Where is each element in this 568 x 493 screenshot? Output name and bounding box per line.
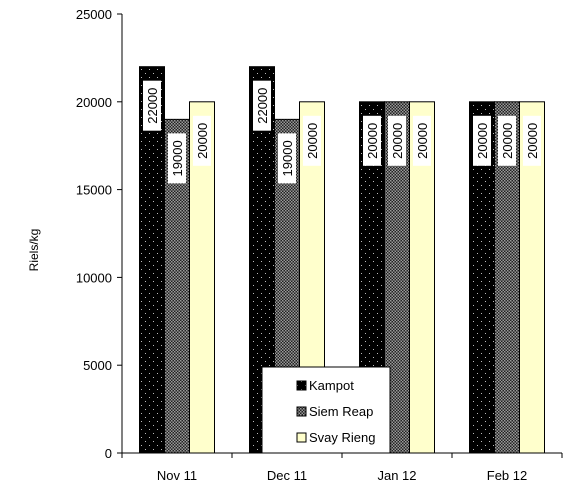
data-label-box bbox=[363, 115, 381, 166]
legend-label: Siem Reap bbox=[309, 404, 373, 419]
data-label: 20000 bbox=[195, 123, 210, 159]
data-label: 20000 bbox=[305, 123, 320, 159]
y-tick-label: 0 bbox=[105, 446, 112, 461]
data-label: 19000 bbox=[280, 140, 295, 176]
y-tick-label: 20000 bbox=[76, 95, 112, 110]
legend-label: Kampot bbox=[309, 378, 354, 393]
x-tick-label: Nov 11 bbox=[157, 468, 197, 483]
data-label-box bbox=[168, 133, 186, 184]
data-label-box bbox=[278, 133, 296, 184]
y-axis: 0 5000 10000 15000 20000 25000 bbox=[76, 7, 123, 461]
data-label: 19000 bbox=[170, 140, 185, 176]
y-tick-label: 10000 bbox=[76, 270, 112, 285]
x-tick-label: Feb 12 bbox=[487, 468, 527, 483]
data-label-box bbox=[193, 115, 211, 166]
data-label: 20000 bbox=[415, 123, 430, 159]
legend-box bbox=[261, 366, 391, 454]
data-label: 20000 bbox=[500, 123, 515, 159]
y-axis-title: Riels/kg bbox=[27, 229, 41, 272]
legend-swatch bbox=[296, 380, 307, 391]
data-label: 22000 bbox=[145, 88, 160, 124]
legend-swatch bbox=[296, 432, 307, 443]
data-label-box bbox=[253, 80, 271, 131]
y-tick-label: 5000 bbox=[83, 358, 112, 373]
data-labels: 22000 19000 20000 22000 19000 20000 20000 20000… bbox=[143, 80, 541, 184]
data-label: 22000 bbox=[255, 88, 270, 124]
legend: Kampot Siem Reap Svay Rieng bbox=[261, 366, 391, 454]
y-tick-label: 25000 bbox=[76, 7, 112, 22]
data-label-box bbox=[303, 115, 321, 166]
legend-swatch bbox=[296, 406, 307, 417]
data-label-box bbox=[523, 115, 541, 166]
data-label: 20000 bbox=[365, 123, 380, 159]
data-label-box bbox=[473, 115, 491, 166]
data-label: 20000 bbox=[475, 123, 490, 159]
legend-label: Svay Rieng bbox=[309, 430, 375, 445]
data-label-box bbox=[388, 115, 406, 166]
data-label: 20000 bbox=[525, 123, 540, 159]
y-tick-label: 15000 bbox=[76, 183, 112, 198]
data-label-box bbox=[143, 80, 161, 131]
data-label-box bbox=[498, 115, 516, 166]
x-axis: Nov 11 Dec 11 Jan 12 Feb 12 bbox=[121, 452, 563, 483]
x-tick-label: Jan 12 bbox=[377, 468, 416, 483]
x-tick-label: Dec 11 bbox=[267, 468, 307, 483]
data-label: 20000 bbox=[390, 123, 405, 159]
data-label-box bbox=[413, 115, 431, 166]
